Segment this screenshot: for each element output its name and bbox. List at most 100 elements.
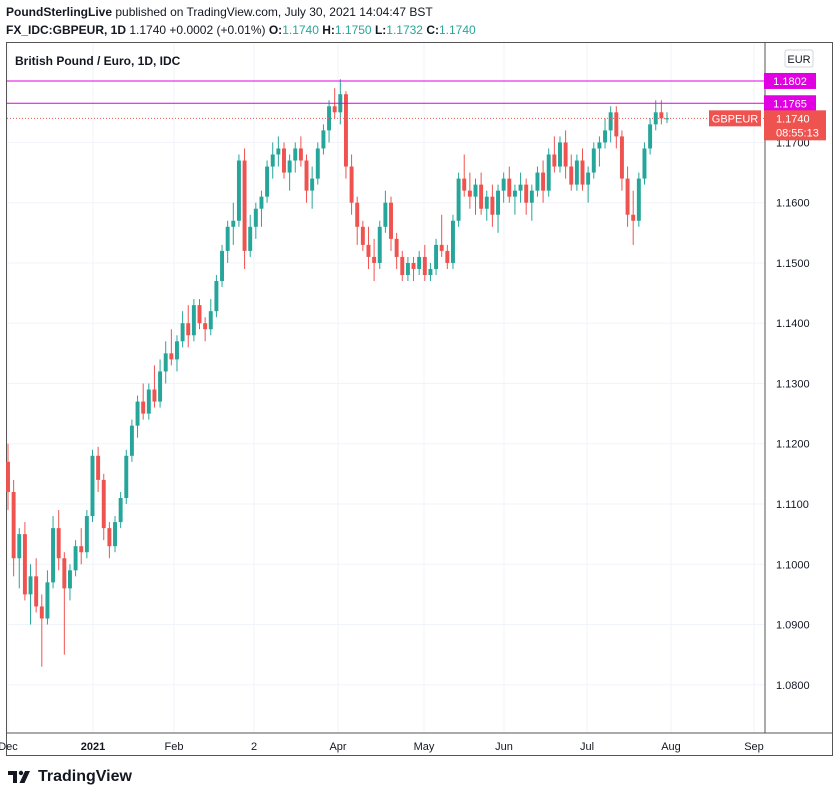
candle-body <box>603 130 608 143</box>
candle-body <box>169 353 174 360</box>
candle <box>529 184 534 221</box>
candle <box>507 166 512 203</box>
candle <box>304 154 309 203</box>
candle-body <box>259 196 264 209</box>
candle <box>450 214 455 269</box>
candle-body <box>569 166 574 185</box>
time-tick-label: 2021 <box>81 741 105 753</box>
time-axis[interactable]: Dec 2021 Feb 2 Apr May Jun Jul Aug Sep <box>0 741 764 753</box>
candle <box>197 299 202 330</box>
candle-body <box>6 461 10 492</box>
candle-body <box>394 238 399 257</box>
candle <box>580 148 585 191</box>
candle-body <box>73 546 78 571</box>
candle-body <box>180 323 185 342</box>
candle <box>467 172 472 209</box>
candle <box>34 558 39 613</box>
candle-body <box>642 148 647 179</box>
candle <box>242 148 247 269</box>
candle-body <box>253 208 258 227</box>
price-labels: 1.1802 1.1765 GBPEUR 1.1740 08:55:13 <box>709 72 826 141</box>
candle <box>490 184 495 227</box>
time-tick-label: Jun <box>495 741 513 753</box>
candle <box>248 214 253 257</box>
candle-body <box>321 130 326 149</box>
candle <box>479 172 484 215</box>
candle-body <box>450 220 455 263</box>
horizontal-lines[interactable] <box>7 80 765 119</box>
candle-body <box>175 341 179 360</box>
candle-body <box>146 389 151 414</box>
candle <box>524 178 529 215</box>
currency-badge: EUR <box>787 54 810 66</box>
candle <box>422 244 427 282</box>
candle <box>501 172 506 203</box>
chart-frame <box>6 42 833 756</box>
open-value: 1.1740 <box>282 23 319 37</box>
candle-body <box>473 184 478 197</box>
time-tick-label: Apr <box>329 741 346 753</box>
time-tick-label: Aug <box>661 741 681 753</box>
published-text: published on TradingView.com, July 30, 2… <box>115 5 433 19</box>
candle <box>315 142 320 185</box>
candle-body <box>512 190 517 197</box>
symbol-label: FX_IDC:GBPEUR, 1D <box>6 23 127 37</box>
candle-body <box>524 184 529 203</box>
candle-body <box>242 160 247 251</box>
candle <box>11 479 16 577</box>
candle <box>389 196 393 251</box>
candle <box>191 299 196 342</box>
candle <box>636 172 641 227</box>
candle <box>338 79 343 125</box>
candle <box>90 449 95 523</box>
candle-body <box>535 172 540 191</box>
candle-body <box>118 497 123 523</box>
candle <box>603 118 608 149</box>
candle <box>394 232 399 269</box>
candle-body <box>411 262 416 269</box>
candle <box>169 329 174 366</box>
candle <box>343 91 348 179</box>
candle-body <box>152 389 157 402</box>
candle <box>665 112 669 124</box>
candle <box>225 220 230 263</box>
candle <box>28 564 33 625</box>
candle-body <box>428 268 433 276</box>
candle <box>377 220 382 269</box>
candle-body <box>287 160 292 173</box>
candle <box>439 214 444 257</box>
candle <box>372 238 377 282</box>
candle <box>552 136 557 173</box>
candle-body <box>355 202 360 227</box>
candle-body <box>67 570 72 589</box>
candle <box>563 130 568 179</box>
tradingview-footer[interactable]: TradingView <box>8 768 132 786</box>
candle-body <box>405 262 410 276</box>
hline-label-box <box>764 72 816 89</box>
candle <box>631 190 636 245</box>
candle-body <box>636 178 641 221</box>
time-tick-label: May <box>414 741 435 753</box>
candle <box>17 528 22 589</box>
candle <box>152 365 157 408</box>
candle <box>586 166 591 203</box>
price-tick-label: 1.1200 <box>776 439 810 451</box>
candle <box>574 154 579 191</box>
candle-body <box>248 226 253 251</box>
candle-body <box>101 479 106 529</box>
candle-body <box>276 148 281 155</box>
candle <box>22 522 27 601</box>
candle-body <box>507 178 512 197</box>
candle <box>45 570 50 625</box>
candle <box>642 142 647 185</box>
candle-body <box>236 160 241 221</box>
time-tick-label: Feb <box>165 741 184 753</box>
candle-body <box>332 106 337 113</box>
candle <box>518 172 523 203</box>
candle-body <box>34 576 39 607</box>
countdown-label: 08:55:13 <box>776 127 819 139</box>
symbol-tag: GBPEUR <box>712 113 759 125</box>
candle-body <box>304 160 309 191</box>
candle-body <box>563 142 568 167</box>
